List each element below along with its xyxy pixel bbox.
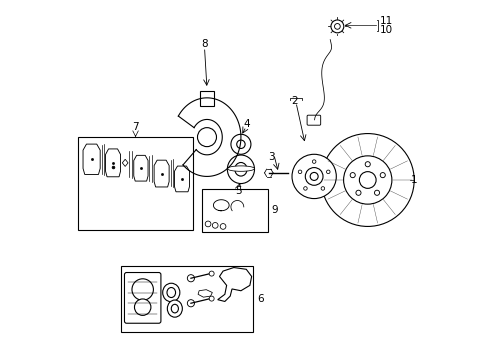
Polygon shape [198,290,212,297]
Circle shape [209,296,214,301]
Ellipse shape [227,155,254,184]
Circle shape [197,128,216,147]
Text: 1: 1 [410,175,416,185]
Circle shape [209,271,214,276]
Circle shape [343,156,391,204]
Bar [78,137,192,230]
Circle shape [334,23,340,29]
Text: 8: 8 [201,39,207,49]
Polygon shape [154,160,169,187]
Ellipse shape [227,166,254,171]
Ellipse shape [234,162,246,176]
Circle shape [187,275,194,282]
Circle shape [326,170,329,174]
Polygon shape [105,149,121,177]
Circle shape [230,134,250,154]
Circle shape [205,221,210,227]
Ellipse shape [171,304,178,313]
Polygon shape [174,166,189,192]
Polygon shape [200,91,214,107]
Circle shape [305,167,323,185]
FancyBboxPatch shape [124,273,161,323]
Circle shape [374,190,379,195]
Circle shape [330,20,343,33]
Ellipse shape [163,283,180,302]
Circle shape [365,162,369,167]
Circle shape [220,224,225,229]
Text: 10: 10 [380,25,392,35]
Circle shape [298,170,301,174]
Circle shape [312,160,315,163]
Circle shape [132,279,153,300]
Circle shape [380,172,385,178]
Circle shape [321,134,413,226]
Bar [121,266,253,332]
Text: 6: 6 [257,294,263,304]
Text: 3: 3 [267,152,274,162]
Ellipse shape [167,300,182,317]
Text: 4: 4 [243,118,249,129]
Circle shape [236,140,244,148]
Circle shape [134,299,151,315]
Text: 2: 2 [290,96,297,107]
FancyBboxPatch shape [306,115,320,125]
Polygon shape [134,156,148,181]
Circle shape [303,187,306,190]
Polygon shape [122,159,128,166]
Circle shape [321,187,324,190]
Text: 5: 5 [235,186,241,196]
Circle shape [187,300,194,307]
Circle shape [309,172,318,180]
Polygon shape [83,144,100,175]
Circle shape [359,172,375,188]
Circle shape [291,154,336,199]
Ellipse shape [166,288,175,297]
Text: 9: 9 [271,205,277,215]
Text: 11: 11 [380,16,393,26]
Circle shape [355,190,360,195]
Circle shape [212,222,218,228]
Polygon shape [217,267,251,301]
Text: 7: 7 [132,122,139,132]
Circle shape [349,172,355,178]
Bar [201,189,267,232]
